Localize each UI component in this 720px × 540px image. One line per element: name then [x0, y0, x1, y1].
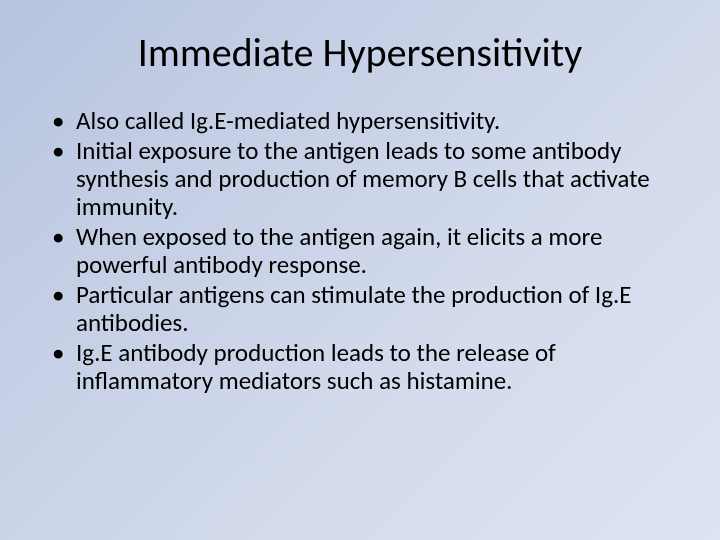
slide-body: Also called Ig.E-mediated hypersensitivi… — [40, 107, 680, 395]
bullet-item: When exposed to the antigen again, it el… — [70, 223, 680, 279]
bullet-item: Particular antigens can stimulate the pr… — [70, 281, 680, 337]
bullet-list: Also called Ig.E-mediated hypersensitivi… — [40, 107, 680, 395]
slide: Immediate Hypersensitivity Also called I… — [0, 0, 720, 540]
bullet-item: Initial exposure to the antigen leads to… — [70, 137, 680, 221]
bullet-item: Also called Ig.E-mediated hypersensitivi… — [70, 107, 680, 135]
slide-title: Immediate Hypersensitivity — [40, 28, 680, 77]
bullet-item: Ig.E antibody production leads to the re… — [70, 339, 680, 395]
